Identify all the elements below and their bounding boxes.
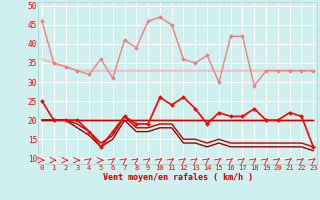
- X-axis label: Vent moyen/en rafales ( km/h ): Vent moyen/en rafales ( km/h ): [103, 173, 252, 182]
